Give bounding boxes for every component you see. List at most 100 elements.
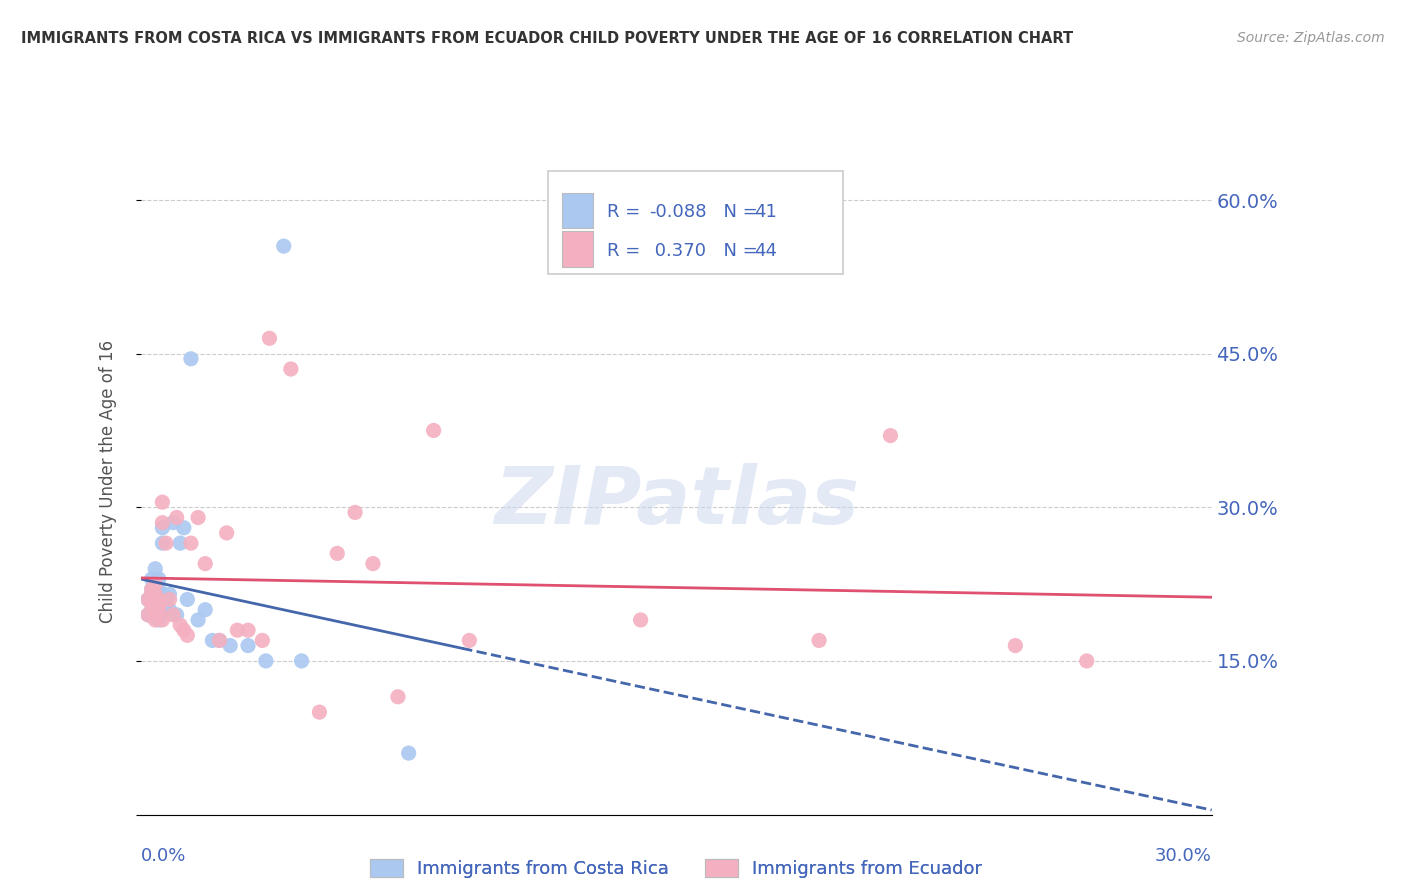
Point	[187, 510, 209, 524]
Point	[155, 592, 177, 607]
Text: 41: 41	[755, 203, 778, 221]
Point	[148, 603, 170, 617]
Point	[148, 592, 170, 607]
Point	[630, 613, 652, 627]
Point	[143, 598, 166, 612]
Text: ZIPatlas: ZIPatlas	[494, 463, 859, 541]
Point	[1004, 639, 1026, 653]
Point	[159, 587, 181, 601]
Point	[141, 603, 163, 617]
Point	[136, 607, 159, 622]
Point	[1076, 654, 1098, 668]
Point	[150, 607, 173, 622]
Point	[150, 495, 173, 509]
Text: R =: R =	[607, 203, 645, 221]
Point	[387, 690, 409, 704]
Text: 0.0%: 0.0%	[141, 847, 187, 865]
Point	[150, 536, 173, 550]
Point	[208, 633, 231, 648]
Point	[159, 592, 181, 607]
Point	[187, 613, 209, 627]
Point	[143, 577, 166, 591]
Point	[155, 603, 177, 617]
Point	[150, 613, 173, 627]
Point	[166, 510, 188, 524]
Point	[141, 572, 163, 586]
Point	[344, 505, 367, 519]
Point	[308, 705, 330, 719]
Point	[148, 598, 170, 612]
Point	[273, 239, 295, 253]
Point	[150, 521, 173, 535]
Point	[176, 628, 198, 642]
Point	[422, 424, 444, 438]
Point	[219, 639, 242, 653]
Point	[201, 633, 224, 648]
Point	[259, 331, 281, 345]
Point	[169, 618, 191, 632]
Text: Source: ZipAtlas.com: Source: ZipAtlas.com	[1237, 31, 1385, 45]
Point	[136, 607, 159, 622]
Point	[136, 592, 159, 607]
Legend: Immigrants from Costa Rica, Immigrants from Ecuador: Immigrants from Costa Rica, Immigrants f…	[363, 852, 990, 886]
Point	[236, 639, 259, 653]
Point	[143, 587, 166, 601]
Y-axis label: Child Poverty Under the Age of 16: Child Poverty Under the Age of 16	[100, 340, 117, 624]
Point	[208, 633, 231, 648]
Point	[226, 623, 249, 637]
Point	[236, 623, 259, 637]
Point	[176, 592, 198, 607]
Point	[194, 557, 217, 571]
Point	[150, 516, 173, 530]
Point	[326, 546, 349, 560]
Point	[143, 613, 166, 627]
Point	[141, 582, 163, 597]
Point	[180, 536, 202, 550]
Text: R =: R =	[607, 242, 645, 260]
Point	[398, 746, 420, 760]
Point	[166, 607, 188, 622]
Point	[808, 633, 831, 648]
Point	[173, 521, 195, 535]
Point	[141, 582, 163, 597]
Point	[162, 607, 184, 622]
Point	[148, 592, 170, 607]
Point	[180, 351, 202, 366]
Point	[141, 598, 163, 612]
Point	[141, 587, 163, 601]
Point	[141, 587, 163, 601]
Text: 30.0%: 30.0%	[1154, 847, 1212, 865]
Text: N =: N =	[713, 242, 763, 260]
Point	[458, 633, 481, 648]
Point	[173, 623, 195, 637]
Point	[143, 587, 166, 601]
Point	[215, 525, 238, 540]
Point	[169, 536, 191, 550]
Text: -0.088: -0.088	[650, 203, 707, 221]
Point	[155, 536, 177, 550]
Point	[290, 654, 312, 668]
Point	[148, 603, 170, 617]
Point	[361, 557, 384, 571]
Point	[150, 587, 173, 601]
Text: IMMIGRANTS FROM COSTA RICA VS IMMIGRANTS FROM ECUADOR CHILD POVERTY UNDER THE AG: IMMIGRANTS FROM COSTA RICA VS IMMIGRANTS…	[21, 31, 1073, 46]
Point	[280, 362, 302, 376]
Point	[194, 603, 217, 617]
Point	[252, 633, 274, 648]
Point	[159, 603, 181, 617]
Point	[143, 562, 166, 576]
Point	[148, 572, 170, 586]
Point	[879, 428, 901, 442]
Point	[162, 516, 184, 530]
Point	[148, 613, 170, 627]
Point	[143, 603, 166, 617]
Text: 44: 44	[755, 242, 778, 260]
Text: N =: N =	[713, 203, 763, 221]
Point	[148, 582, 170, 597]
Point	[254, 654, 277, 668]
Point	[143, 577, 166, 591]
Text: 0.370: 0.370	[650, 242, 706, 260]
Point	[143, 607, 166, 622]
Point	[136, 592, 159, 607]
Point	[150, 598, 173, 612]
